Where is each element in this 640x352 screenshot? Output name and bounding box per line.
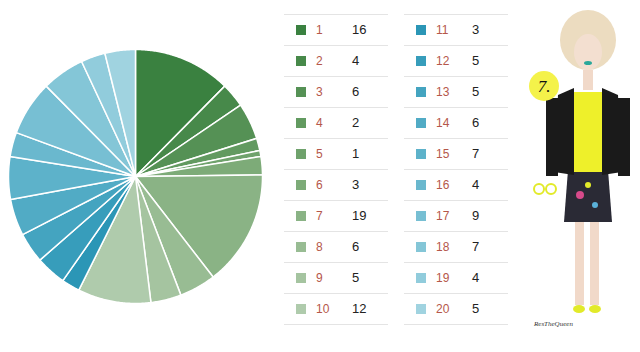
- html-text:5: 5: [472, 53, 480, 68]
- html-text:19: 19: [436, 271, 450, 285]
- html-text:19: 19: [352, 208, 367, 223]
- svg-text:ResTheQueen: ResTheQueen: [533, 320, 573, 328]
- html-text:3: 3: [472, 22, 480, 37]
- html-text:15: 15: [436, 147, 450, 161]
- html-text:12: 12: [436, 54, 450, 68]
- html-text:7: 7: [472, 146, 480, 161]
- html-text:7: 7: [472, 239, 480, 254]
- html-text:8: 8: [316, 240, 323, 254]
- svg-text:7.: 7.: [538, 77, 551, 96]
- html-text:1: 1: [316, 23, 323, 37]
- html-text:10: 10: [316, 302, 330, 316]
- html-text:14: 14: [436, 116, 450, 130]
- html-text:6: 6: [472, 115, 480, 130]
- html-text:6: 6: [316, 178, 323, 192]
- html-text:5: 5: [352, 270, 360, 285]
- html-text:4: 4: [472, 177, 480, 192]
- html-text:2: 2: [352, 115, 360, 130]
- html-text:4: 4: [316, 116, 323, 130]
- html-text:4: 4: [352, 53, 360, 68]
- html-text:3: 3: [352, 177, 360, 192]
- html-text:7: 7: [316, 209, 323, 223]
- html-text:5: 5: [472, 301, 480, 316]
- html-text:11: 11: [436, 23, 449, 37]
- html-text:3: 3: [316, 85, 323, 99]
- html-text:16: 16: [352, 22, 367, 37]
- html-text:6: 6: [352, 239, 360, 254]
- html-text:9: 9: [472, 208, 480, 223]
- html-text:9: 9: [316, 271, 323, 285]
- html-text:17: 17: [436, 209, 450, 223]
- html-text:16: 16: [436, 178, 450, 192]
- html-text:1: 1: [352, 146, 360, 161]
- html-text:2: 2: [316, 54, 323, 68]
- html-text:18: 18: [436, 240, 450, 254]
- html-text:4: 4: [472, 270, 480, 285]
- html-text:5: 5: [472, 84, 480, 99]
- html-text:20: 20: [436, 302, 450, 316]
- html-text:6: 6: [352, 84, 360, 99]
- html-text:13: 13: [436, 85, 450, 99]
- html-text:5: 5: [316, 147, 323, 161]
- html-text:12: 12: [352, 301, 367, 316]
